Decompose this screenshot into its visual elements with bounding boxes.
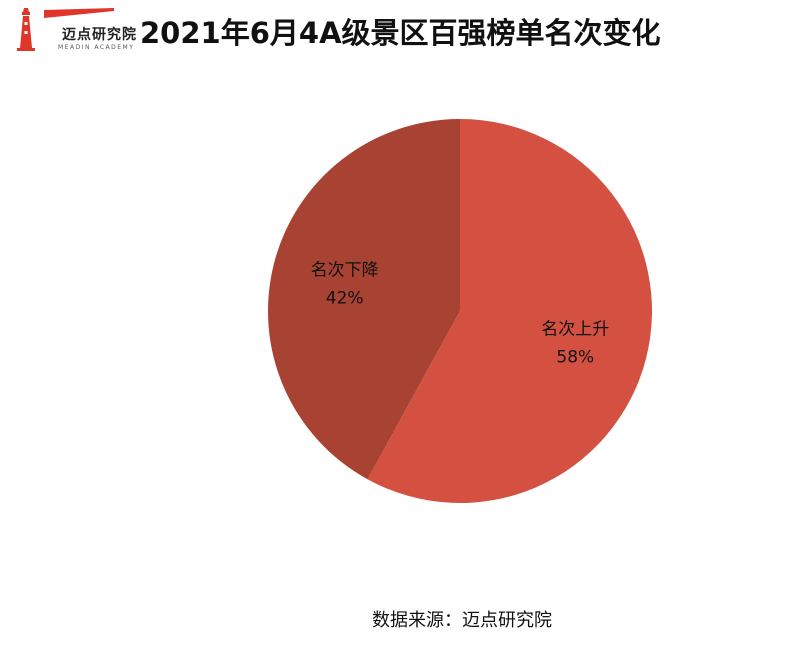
slice-percent-2: 42%: [326, 288, 364, 308]
slice-label-2: 名次下降: [311, 260, 379, 280]
slice-percent-1: 58%: [556, 348, 594, 368]
slice-label-1: 名次上升: [541, 320, 609, 340]
logo-beam-icon: [44, 8, 114, 18]
logo-subtext: MEADIN ACADEMY: [58, 44, 135, 51]
logo-text: 迈点研究院: [62, 27, 137, 43]
data-source: 数据来源：迈点研究院: [372, 610, 552, 631]
pie-slice-2: [267, 119, 460, 480]
chart-title: 2021年6月4A级景区百强榜单名次变化: [140, 16, 661, 50]
lighthouse-logo-icon: [17, 8, 35, 51]
brand-logo: 迈点研究院 MEADIN ACADEMY: [14, 6, 136, 52]
pie-slice-1: [367, 119, 652, 503]
